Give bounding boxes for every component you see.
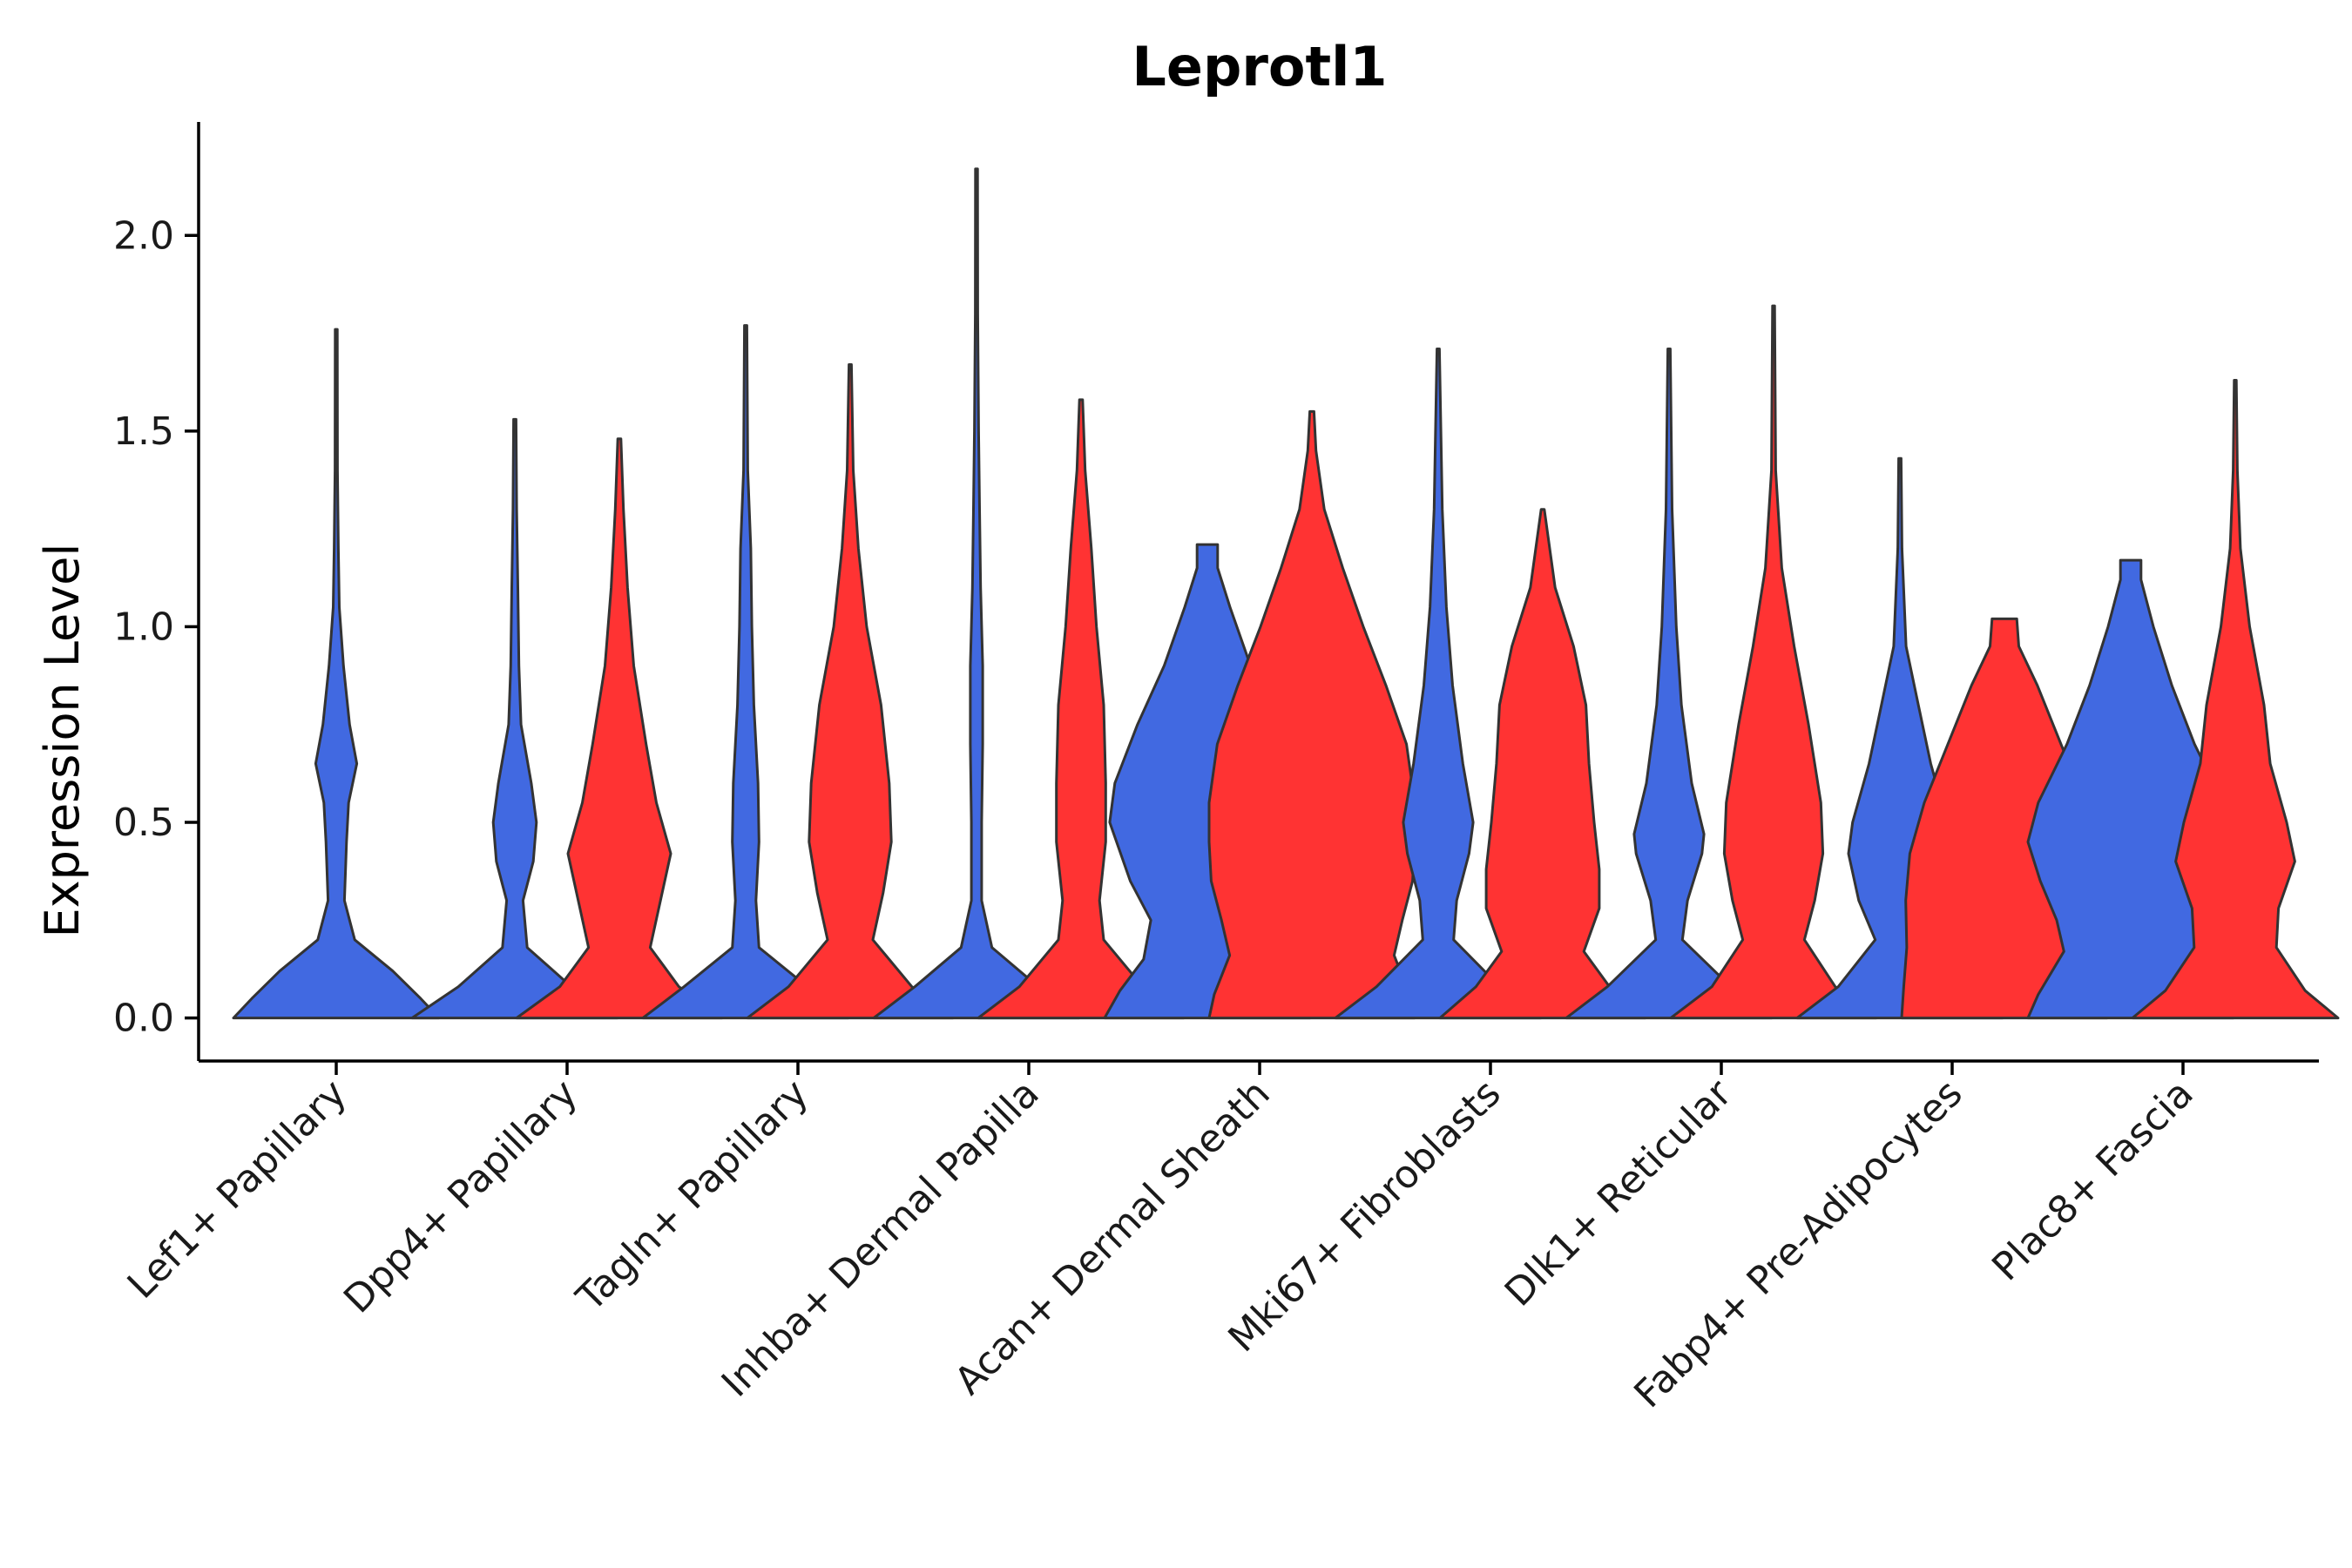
violin-blue-1 [232, 328, 441, 1020]
y-tick-label: 1.0 [113, 605, 174, 649]
x-tick-label: Dlk1+ Reticular [1497, 1071, 1741, 1315]
violin-blue-3 [641, 324, 850, 1020]
violin-blue-7 [1565, 348, 1774, 1020]
y-axis-ticks: 0.0 0.5 1.0 1.5 2.0 [113, 213, 199, 1041]
x-tick-label: Plac8+ Fascia [1984, 1071, 2202, 1290]
violin-red-9 [2131, 379, 2340, 1020]
violin-red-6 [1438, 508, 1647, 1020]
violin-red-5 [1207, 409, 1416, 1020]
y-tick-label: 1.5 [113, 409, 174, 454]
x-tick-label: Lef1+ Papillary [119, 1071, 355, 1308]
x-tick-label: Tagln+ Papillary [568, 1071, 817, 1321]
y-tick-label: 2.0 [113, 213, 174, 258]
violin-red-4 [977, 398, 1186, 1020]
violin-blue-6 [1334, 348, 1543, 1020]
x-tick-label: Dpp4+ Papillary [335, 1071, 586, 1322]
plot-area [232, 167, 2340, 1020]
violin-red-2 [515, 437, 724, 1020]
violin-red-3 [746, 363, 955, 1020]
violin-blue-4 [872, 167, 1081, 1020]
chart-title: Leprotl1 [1132, 35, 1387, 98]
y-tick-label: 0.5 [113, 801, 174, 845]
y-tick-label: 0.0 [113, 997, 174, 1041]
violin-blue-2 [410, 417, 619, 1020]
violin-red-7 [1669, 304, 1878, 1020]
y-axis-label: Expression Level [35, 544, 90, 938]
